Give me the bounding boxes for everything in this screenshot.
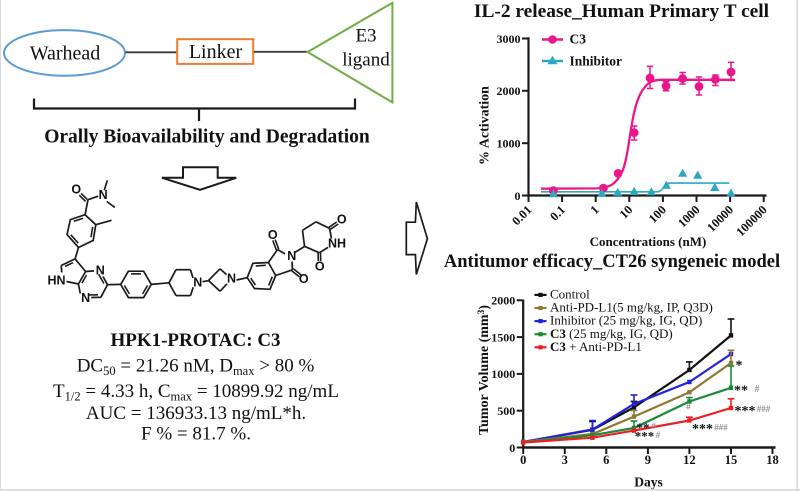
svg-text:*: * [736,359,743,374]
svg-text:HPK1-PROTAC: C3: HPK1-PROTAC: C3 [110,330,280,351]
svg-text:12: 12 [683,453,696,467]
svg-text:0: 0 [509,441,515,455]
svg-text:F % = 81.7 %.: F % = 81.7 %. [141,424,251,445]
svg-text:O: O [268,228,278,242]
svg-text:1500: 1500 [491,330,515,344]
svg-text:Orally Bioavailability and Deg: Orally Bioavailability and Degradation [44,127,370,148]
svg-text:***: *** [735,404,756,419]
svg-text:**: ** [637,420,650,435]
svg-text:0: 0 [515,189,521,203]
svg-text:3000: 3000 [497,32,521,46]
svg-text:15: 15 [725,453,738,467]
svg-text:Concentrations (nM): Concentrations (nM) [590,234,707,249]
svg-text:N: N [81,291,90,305]
svg-text:18: 18 [766,453,779,467]
svg-text:IL-2 release_Human Primary T c: IL-2 release_Human Primary T cell [474,1,770,22]
svg-text:**: ** [734,384,748,399]
svg-text:N: N [227,272,236,286]
svg-text:C3: C3 [570,32,587,47]
svg-text:O: O [299,272,309,286]
svg-text:HN: HN [47,274,65,288]
svg-text:C3 + Anti-PD-L1: C3 + Anti-PD-L1 [550,339,642,354]
svg-text:###: ### [757,404,771,414]
svg-text:9: 9 [645,453,651,467]
svg-text:Anti-PD-L1(5 mg/kg, IP, Q3D): Anti-PD-L1(5 mg/kg, IP, Q3D) [550,300,713,315]
svg-text:N: N [287,249,296,263]
svg-text:N: N [193,275,202,289]
svg-text:#: # [686,401,691,411]
svg-text:% Activation: % Activation [478,86,493,165]
svg-text:6: 6 [603,453,609,467]
svg-text:2000: 2000 [497,84,521,98]
svg-text:E3: E3 [355,26,376,47]
svg-text:NH: NH [328,237,346,251]
svg-text:Warhead: Warhead [30,42,101,64]
svg-text:0: 0 [520,453,526,467]
svg-text:O: O [337,213,347,227]
svg-text:###: ### [714,423,728,433]
svg-text:Linker: Linker [189,41,243,63]
svg-text:DC50 = 21.26 nM, Dmax > 80 %: DC50 = 21.26 nM, Dmax > 80 % [77,356,315,379]
svg-text:#: # [755,384,760,395]
svg-text:Inhibitor (25 mg/kg, IG, QD): Inhibitor (25 mg/kg, IG, QD) [550,313,702,328]
svg-text:Tumor Volume (mm3): Tumor Volume (mm3) [477,305,492,435]
svg-text:C3 (25 mg/kg, IG, QD): C3 (25 mg/kg, IG, QD) [550,326,673,341]
svg-text:#: # [651,421,656,431]
svg-text:AUC = 136933.13 ng/mL*h.: AUC = 136933.13 ng/mL*h. [86,403,306,424]
svg-text:ligand: ligand [342,49,390,70]
svg-text:Days: Days [634,475,663,490]
svg-text:3: 3 [562,453,568,467]
svg-text:***: *** [635,429,655,444]
svg-text:#: # [656,430,661,440]
svg-text:N: N [96,263,105,277]
svg-text:T1/2 = 4.33 h, Cmax = 10899.92: T1/2 = 4.33 h, Cmax = 10899.92 ng/mL [53,381,339,404]
svg-text:***: *** [692,422,713,437]
svg-text:Inhibitor: Inhibitor [570,54,623,69]
svg-text:500: 500 [497,404,515,418]
svg-text:Control: Control [550,287,590,302]
svg-text:N: N [99,188,108,202]
svg-text:O: O [315,260,325,274]
svg-text:1000: 1000 [491,367,515,381]
svg-text:2000: 2000 [491,294,515,308]
svg-text:O: O [71,183,81,197]
svg-text:1000: 1000 [497,137,521,151]
svg-text:Antitumor efficacy_CT26 syngen: Antitumor efficacy_CT26 syngeneic model [444,252,780,272]
